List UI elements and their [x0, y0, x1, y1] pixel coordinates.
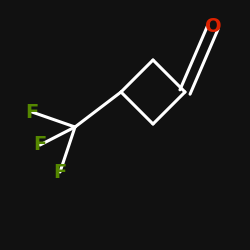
Text: F: F — [54, 162, 66, 182]
Text: O: O — [205, 18, 221, 36]
Text: F: F — [34, 136, 46, 154]
Text: F: F — [26, 102, 38, 122]
